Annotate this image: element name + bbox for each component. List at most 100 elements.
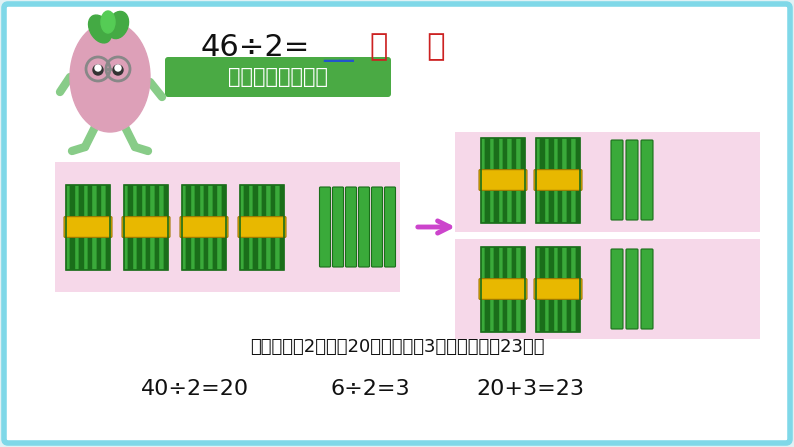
FancyBboxPatch shape — [359, 187, 369, 267]
FancyBboxPatch shape — [626, 140, 638, 220]
Bar — [558, 138, 562, 223]
FancyBboxPatch shape — [611, 249, 623, 329]
Bar — [494, 138, 499, 223]
Bar — [507, 138, 512, 223]
FancyBboxPatch shape — [180, 217, 228, 237]
FancyBboxPatch shape — [64, 217, 112, 237]
Bar — [124, 185, 129, 270]
Bar — [512, 246, 516, 332]
Circle shape — [95, 65, 101, 71]
Bar — [129, 185, 133, 270]
Bar — [55, 162, 400, 292]
Bar — [512, 138, 516, 223]
Bar — [97, 185, 101, 270]
Text: 6÷2=3: 6÷2=3 — [330, 379, 410, 399]
Bar — [499, 138, 503, 223]
Bar — [279, 185, 284, 270]
Bar — [507, 246, 512, 332]
Bar — [213, 185, 218, 270]
Bar — [199, 185, 204, 270]
Bar — [545, 138, 549, 223]
Bar — [536, 246, 541, 332]
Bar — [262, 185, 267, 270]
Bar — [182, 185, 187, 270]
Circle shape — [93, 65, 103, 75]
Bar — [571, 138, 576, 223]
Bar — [150, 185, 155, 270]
Bar — [562, 246, 567, 332]
Bar — [249, 185, 253, 270]
FancyBboxPatch shape — [534, 278, 582, 299]
FancyBboxPatch shape — [641, 249, 653, 329]
FancyBboxPatch shape — [345, 187, 357, 267]
Bar — [521, 246, 525, 332]
Bar — [499, 246, 503, 332]
Bar — [83, 185, 88, 270]
Bar — [191, 185, 195, 270]
Bar — [571, 246, 576, 332]
Bar — [567, 138, 571, 223]
Bar — [271, 185, 276, 270]
FancyBboxPatch shape — [641, 140, 653, 220]
Text: 20+3=23: 20+3=23 — [476, 379, 584, 399]
Bar — [455, 239, 760, 339]
Bar — [124, 185, 168, 270]
Bar — [141, 185, 146, 270]
Bar — [553, 246, 558, 332]
FancyBboxPatch shape — [4, 4, 790, 443]
Bar — [536, 138, 541, 223]
FancyBboxPatch shape — [165, 57, 391, 97]
Bar — [71, 185, 75, 270]
Bar — [75, 185, 79, 270]
Bar — [516, 246, 521, 332]
Bar — [187, 185, 191, 270]
Bar — [455, 132, 760, 232]
Bar — [222, 185, 226, 270]
Ellipse shape — [70, 22, 150, 132]
Bar — [253, 185, 257, 270]
Bar — [92, 185, 97, 270]
Bar — [195, 185, 199, 270]
Bar — [481, 246, 525, 332]
Text: （    ）: （ ） — [370, 33, 445, 62]
Bar — [536, 138, 580, 223]
Bar — [208, 185, 213, 270]
Bar — [503, 138, 507, 223]
Text: 可以用小棒分一分: 可以用小棒分一分 — [228, 67, 328, 87]
FancyBboxPatch shape — [479, 170, 527, 190]
Bar — [164, 185, 168, 270]
FancyBboxPatch shape — [319, 187, 330, 267]
Bar — [490, 246, 494, 332]
Bar — [276, 185, 279, 270]
FancyBboxPatch shape — [372, 187, 383, 267]
Bar — [66, 185, 71, 270]
Bar — [562, 138, 567, 223]
Bar — [576, 138, 580, 223]
Bar — [137, 185, 141, 270]
Bar — [536, 246, 580, 332]
Text: __: __ — [323, 33, 354, 62]
Bar — [567, 246, 571, 332]
Bar — [218, 185, 222, 270]
Text: 40÷2=20: 40÷2=20 — [141, 379, 249, 399]
Bar — [516, 138, 521, 223]
Bar — [541, 138, 545, 223]
Bar — [481, 138, 525, 223]
Bar — [155, 185, 160, 270]
Bar — [106, 185, 110, 270]
Ellipse shape — [89, 15, 111, 43]
Ellipse shape — [101, 11, 115, 33]
Bar — [549, 138, 553, 223]
Bar — [549, 246, 553, 332]
FancyBboxPatch shape — [333, 187, 344, 267]
FancyBboxPatch shape — [626, 249, 638, 329]
FancyBboxPatch shape — [479, 278, 527, 299]
Bar — [485, 138, 490, 223]
Bar — [545, 246, 549, 332]
Bar — [182, 185, 226, 270]
Bar — [485, 246, 490, 332]
Bar — [146, 185, 150, 270]
Ellipse shape — [107, 12, 129, 38]
Bar — [245, 185, 249, 270]
Bar — [558, 246, 562, 332]
